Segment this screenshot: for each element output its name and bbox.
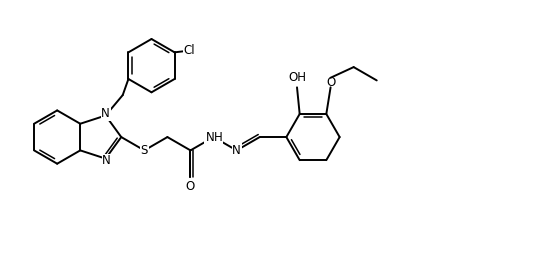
Text: S: S — [141, 144, 148, 157]
Text: N: N — [102, 154, 111, 167]
Text: N: N — [209, 133, 218, 146]
Text: O: O — [326, 76, 335, 88]
Text: H: H — [210, 131, 217, 140]
Text: $\mathregular{NH}$: $\mathregular{NH}$ — [205, 131, 223, 144]
Text: O: O — [186, 180, 195, 193]
Text: Cl: Cl — [183, 44, 195, 57]
Text: N: N — [232, 144, 241, 157]
Text: OH: OH — [288, 71, 306, 84]
Text: N: N — [101, 107, 110, 120]
